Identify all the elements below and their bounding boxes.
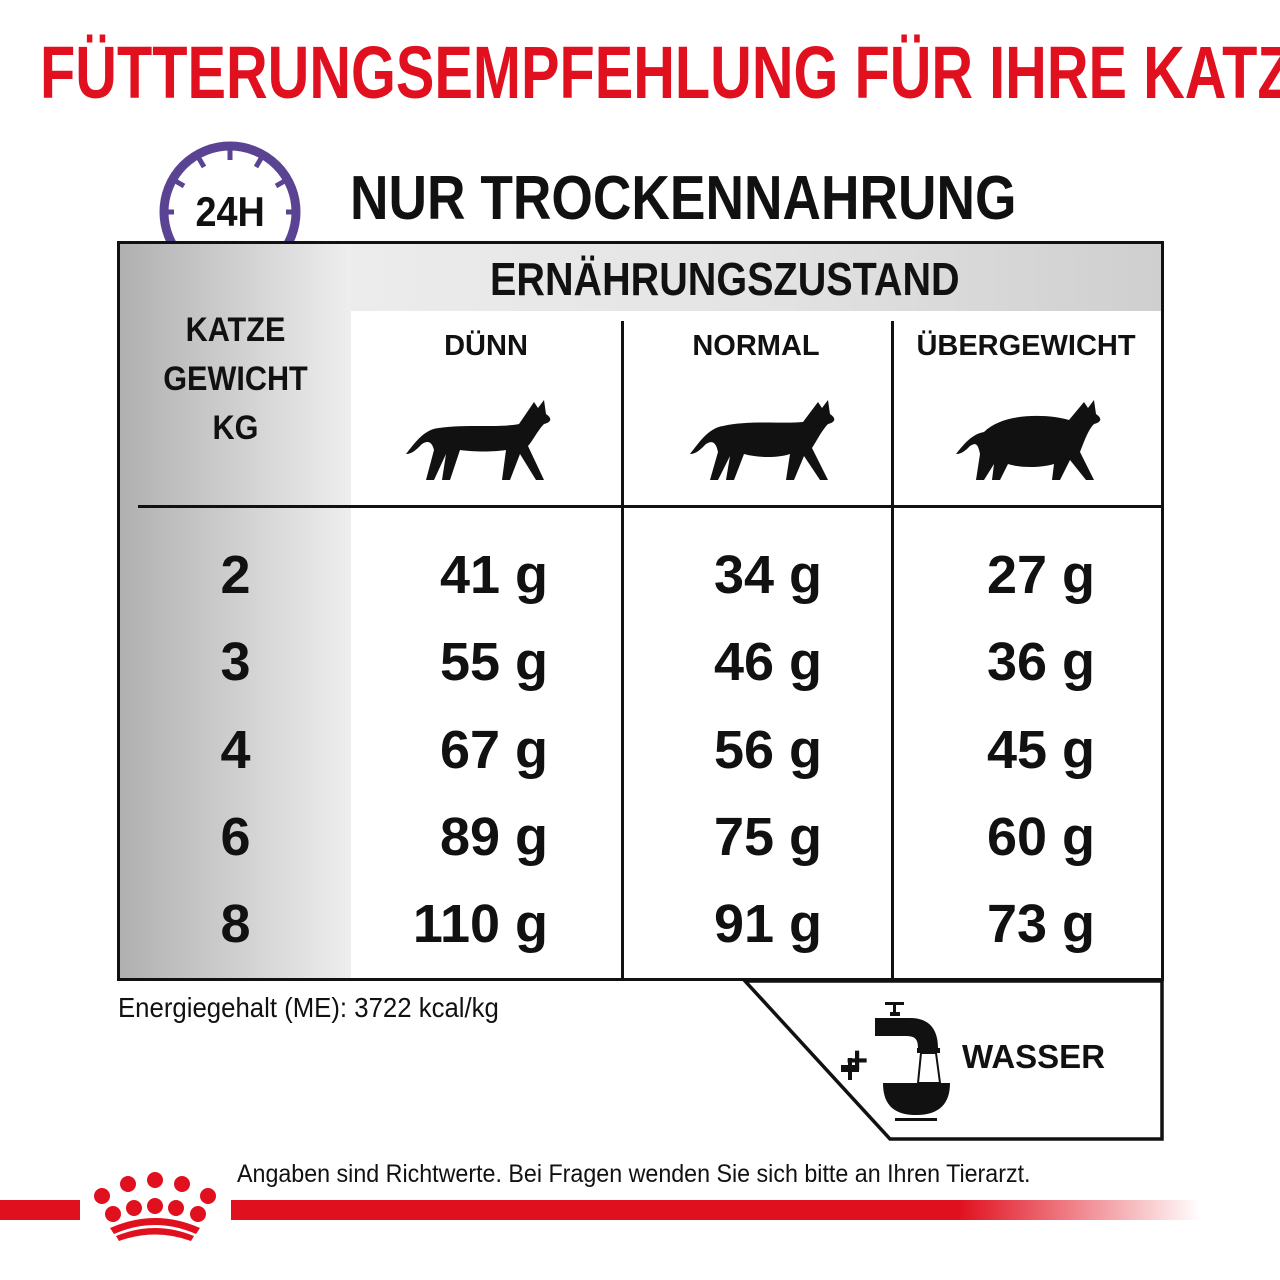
value-thin: 110 g [412, 894, 548, 954]
water-box [741, 979, 1164, 1141]
value-normal: 91 g [713, 894, 822, 954]
plus-sign: + [846, 1040, 869, 1082]
value-normal: 56 g [713, 720, 822, 780]
column-header-overweight: ÜBERGEWICHT [916, 330, 1136, 362]
page-title: FÜTTERUNGSEMPFEHLUNG FÜR IHRE KATZE [40, 31, 1280, 114]
weight-column-bg [120, 244, 351, 978]
tap-bowl-icon [841, 1002, 950, 1121]
value-overweight: 60 g [986, 807, 1095, 867]
weight-kg: 6 [220, 807, 251, 867]
value-normal: 75 g [713, 807, 822, 867]
value-overweight: 27 g [986, 545, 1095, 605]
energy-content: Energiegehalt (ME): 3722 kcal/kg [118, 992, 499, 1023]
value-overweight: 73 g [986, 894, 1095, 954]
weight-kg: 8 [220, 894, 251, 954]
row-header: KATZE GEWICHT KG [163, 311, 308, 447]
royal-canin-crown-logo [94, 1172, 216, 1241]
water-label: WASSER [962, 1038, 1106, 1075]
value-thin: 41 g [439, 545, 548, 605]
thin-cat-icon [406, 400, 551, 480]
weight-kg: 2 [220, 545, 251, 605]
column-divider [891, 321, 894, 978]
overweight-cat-icon [956, 400, 1101, 480]
normal-cat-icon [690, 400, 835, 480]
value-thin: 55 g [439, 632, 548, 692]
red-stripe-left [0, 1200, 80, 1220]
column-header-thin: DÜNN [444, 330, 528, 362]
red-stripe-right [231, 1200, 1201, 1220]
column-divider [621, 321, 624, 978]
value-thin: 67 g [439, 720, 548, 780]
value-normal: 46 g [713, 632, 822, 692]
weight-kg: 3 [220, 632, 251, 692]
feeding-table: ERNÄHRUNGSZUSTAND KATZE GEWICHT KG DÜNN NO… [117, 241, 1164, 981]
weight-kg: 4 [220, 720, 251, 780]
footer-note: Angaben sind Richtwerte. Bei Fragen wend… [237, 1160, 1031, 1188]
value-normal: 34 g [713, 545, 822, 605]
clock-24h-icon: 24H [159, 141, 301, 248]
band-header: ERNÄHRUNGSZUSTAND [490, 253, 960, 305]
svg-text:24H: 24H [195, 189, 264, 235]
value-overweight: 45 g [986, 720, 1095, 780]
value-thin: 89 g [439, 807, 548, 867]
value-overweight: 36 g [986, 632, 1095, 692]
subtitle: NUR TROCKENNAHRUNG [350, 164, 1017, 233]
header-divider [138, 505, 1161, 508]
column-header-normal: NORMAL [692, 330, 820, 362]
